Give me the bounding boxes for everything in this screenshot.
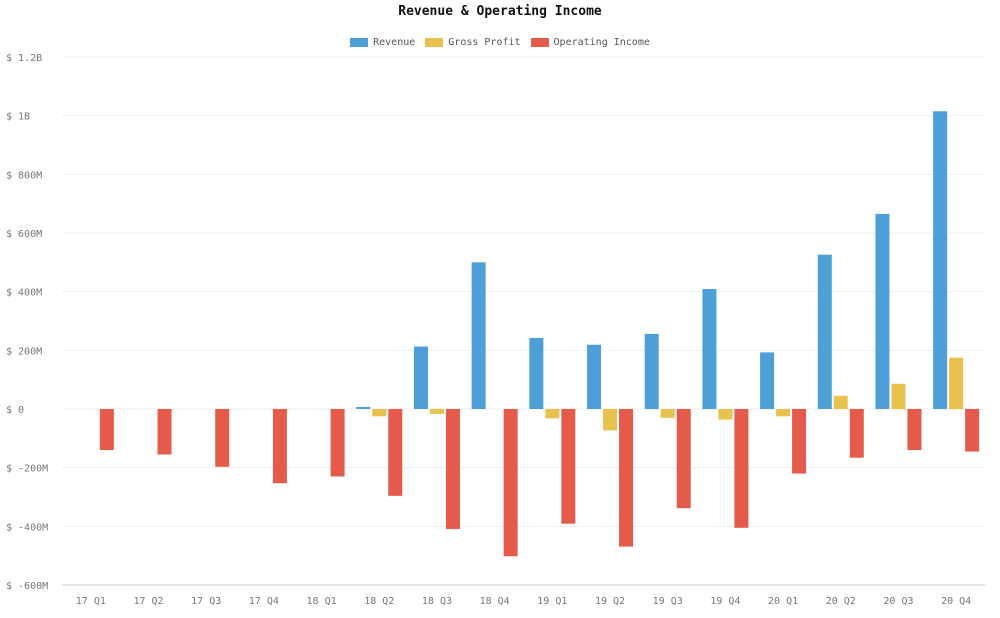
bar-operating-income[interactable] <box>157 409 172 455</box>
y-tick-label: $ 400M <box>6 288 42 299</box>
bar-gross-profit[interactable] <box>603 409 618 431</box>
bar-operating-income[interactable] <box>907 409 922 451</box>
bar-revenue[interactable] <box>644 333 659 409</box>
bar-operating-income[interactable] <box>272 409 287 484</box>
bar-revenue[interactable] <box>760 352 775 409</box>
bar-operating-income[interactable] <box>849 409 864 458</box>
x-tick-label: 19 Q1 <box>537 596 567 607</box>
legend-label-gross-profit: Gross Profit <box>448 37 521 48</box>
x-tick-label: 20 Q2 <box>826 596 856 607</box>
grid-lines <box>62 56 985 586</box>
bar-revenue[interactable] <box>529 338 544 409</box>
y-tick-label: $ -200M <box>6 464 48 475</box>
x-tick-label: 17 Q4 <box>249 596 279 607</box>
y-tick-label: $ -600M <box>6 581 48 592</box>
bar-gross-profit[interactable] <box>776 409 791 417</box>
bar-revenue[interactable] <box>413 346 428 409</box>
y-tick-label: $ 1B <box>6 112 30 123</box>
x-tick-label: 19 Q3 <box>653 596 683 607</box>
bar-revenue[interactable] <box>471 262 486 409</box>
x-tick-label: 20 Q3 <box>883 596 913 607</box>
bar-operating-income[interactable] <box>676 409 691 509</box>
bar-gross-profit[interactable] <box>429 409 444 414</box>
x-tick-label: 19 Q4 <box>710 596 740 607</box>
x-tick-label: 18 Q4 <box>480 596 510 607</box>
legend-label-operating-income: Operating Income <box>553 37 650 48</box>
bars <box>99 111 980 557</box>
bar-gross-profit[interactable] <box>833 395 848 409</box>
legend-item-revenue[interactable]: Revenue <box>350 37 415 48</box>
x-tick-label: 18 Q3 <box>422 596 452 607</box>
bar-operating-income[interactable] <box>965 409 980 452</box>
x-axis-ticks: 17 Q1 17 Q2 17 Q3 17 Q4 18 Q1 18 Q2 18 Q3 18 Q4… <box>76 596 971 607</box>
legend-label-revenue: Revenue <box>373 37 416 48</box>
bar-revenue[interactable] <box>933 111 948 410</box>
x-tick-label: 18 Q1 <box>307 596 337 607</box>
bar-operating-income[interactable] <box>215 409 230 467</box>
bar-operating-income[interactable] <box>619 409 634 547</box>
x-tick-label: 17 Q3 <box>191 596 221 607</box>
legend-swatch-revenue <box>350 38 369 47</box>
y-tick-label: $ 600M <box>6 229 42 240</box>
x-tick-label: 18 Q2 <box>364 596 394 607</box>
bar-gross-profit[interactable] <box>718 409 733 420</box>
x-tick-label: 20 Q1 <box>768 596 798 607</box>
legend-item-operating-income[interactable]: Operating Income <box>530 37 650 48</box>
bar-gross-profit[interactable] <box>372 409 387 417</box>
bar-operating-income[interactable] <box>792 409 807 474</box>
y-tick-label: $ 200M <box>6 346 42 357</box>
legend-swatch-gross-profit <box>425 38 444 47</box>
bar-operating-income[interactable] <box>99 409 114 451</box>
bar-gross-profit[interactable] <box>891 383 906 409</box>
bar-revenue[interactable] <box>875 213 890 409</box>
x-tick-label: 17 Q1 <box>76 596 106 607</box>
legend-item-gross-profit[interactable]: Gross Profit <box>425 37 521 48</box>
y-tick-label: $ -400M <box>6 522 48 533</box>
x-tick-label: 17 Q2 <box>133 596 163 607</box>
bar-gross-profit[interactable] <box>949 357 964 409</box>
legend-swatch-operating-income <box>530 38 549 47</box>
x-tick-label: 20 Q4 <box>941 596 971 607</box>
bar-revenue[interactable] <box>702 289 717 409</box>
x-tick-label: 19 Q2 <box>595 596 625 607</box>
y-axis-ticks: $ 1.2B $ 1B $ 800M $ 600M $ 400M $ 200M $ 0 $ -… <box>6 53 48 592</box>
bar-revenue[interactable] <box>356 406 371 409</box>
bar-gross-profit[interactable] <box>660 409 675 418</box>
bar-revenue[interactable] <box>587 344 602 409</box>
bar-operating-income[interactable] <box>503 409 518 557</box>
bar-operating-income[interactable] <box>388 409 403 496</box>
y-tick-label: $ 1.2B <box>6 53 42 64</box>
bar-gross-profit[interactable] <box>545 409 560 419</box>
bar-operating-income[interactable] <box>734 409 749 528</box>
y-tick-label: $ 800M <box>6 170 42 181</box>
bar-operating-income[interactable] <box>445 409 460 529</box>
bar-revenue[interactable] <box>817 254 832 409</box>
bar-operating-income[interactable] <box>330 409 345 477</box>
y-tick-label: $ 0 <box>6 405 24 416</box>
legend[interactable]: Revenue Gross Profit Operating Income <box>0 37 1000 48</box>
chart-title: Revenue & Operating Income <box>398 4 602 19</box>
bar-operating-income[interactable] <box>561 409 576 524</box>
